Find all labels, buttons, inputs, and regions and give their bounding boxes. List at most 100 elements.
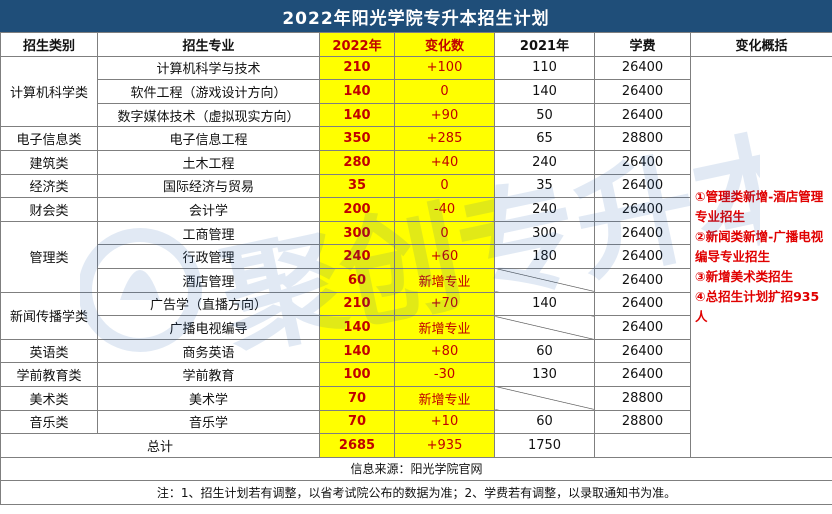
fee-cell: 26400 bbox=[594, 149, 691, 175]
plan-2022-cell: 210 bbox=[319, 291, 395, 317]
change-cell: -30 bbox=[394, 362, 495, 387]
header-change: 变化数 bbox=[394, 32, 495, 57]
summary-item: ①管理类新增-酒店管理专业招生 bbox=[695, 188, 824, 224]
table-row: 行政管理 240 +60 180 26400 bbox=[1, 244, 832, 269]
major-cell: 音乐学 bbox=[97, 409, 320, 435]
plan-2022-cell: 350 bbox=[319, 126, 395, 151]
plan-2021-empty-cell bbox=[494, 267, 595, 293]
fee-cell: 28800 bbox=[594, 385, 691, 411]
plan-2022-cell: 35 bbox=[319, 173, 395, 199]
major-cell: 广告学（直播方向） bbox=[97, 291, 320, 317]
table-row: 软件工程（游戏设计方向） 140 0 140 26400 bbox=[1, 79, 832, 104]
category-cell: 电子信息类 bbox=[0, 126, 98, 151]
total-row: 总计 2685 +935 1750 bbox=[0, 433, 832, 458]
category-cell: 建筑类 bbox=[0, 149, 98, 175]
total-2021: 1750 bbox=[494, 433, 595, 458]
change-cell: 新增专业 bbox=[394, 315, 495, 340]
change-cell: -40 bbox=[394, 197, 495, 222]
plan-2021-empty-cell bbox=[494, 315, 595, 340]
plan-2021-cell: 35 bbox=[494, 173, 595, 199]
summary-item: ④总招生计划扩招935人 bbox=[695, 288, 820, 324]
plan-2022-cell: 210 bbox=[319, 55, 395, 81]
total-2022: 2685 bbox=[319, 433, 395, 458]
note-row: 注：1、招生计划若有调整，以省考试院公布的数据为准；2、学费若有调整，以录取通知… bbox=[0, 480, 832, 505]
fee-cell: 26400 bbox=[594, 267, 691, 293]
plan-2022-cell: 240 bbox=[319, 244, 395, 269]
table-row: 美术类 美术学 70 新增专业 28800 bbox=[0, 385, 832, 411]
table-row: 计算机科学类 计算机科学与技术 210 +100 110 26400 ①管理类新增-酒店管理… bbox=[0, 55, 832, 458]
category-cell: 经济类 bbox=[0, 173, 98, 199]
change-cell: +60 bbox=[394, 244, 495, 269]
category-cell: 美术类 bbox=[0, 385, 98, 411]
plan-2022-cell: 100 bbox=[319, 362, 395, 387]
category-cell: 财会类 bbox=[0, 197, 98, 222]
change-cell: +70 bbox=[394, 291, 495, 317]
table-row: 经济类 国际经济与贸易 35 0 35 26400 bbox=[0, 173, 832, 199]
major-cell: 商务英语 bbox=[97, 338, 320, 364]
plan-2022-cell: 70 bbox=[319, 385, 395, 411]
change-cell: 0 bbox=[394, 220, 495, 246]
change-cell: 0 bbox=[394, 173, 495, 199]
total-label: 总计 bbox=[0, 433, 320, 458]
plan-2021-cell: 65 bbox=[494, 126, 595, 151]
plan-2021-cell: 130 bbox=[494, 362, 595, 387]
change-cell: 新增专业 bbox=[394, 385, 495, 411]
major-cell: 工商管理 bbox=[97, 220, 320, 246]
category-cell: 音乐类 bbox=[0, 409, 98, 435]
summary-item: ②新闻类新增-广播电视编导专业招生 bbox=[695, 228, 824, 264]
major-cell: 酒店管理 bbox=[97, 267, 320, 293]
category-cell: 管理类 bbox=[0, 220, 98, 293]
fee-cell: 26400 bbox=[594, 173, 691, 199]
change-cell: +40 bbox=[394, 149, 495, 175]
plan-2021-cell: 60 bbox=[494, 338, 595, 364]
table-body: 计算机科学类 计算机科学与技术 210 +100 110 26400 ①管理类新增-酒店管理… bbox=[0, 55, 832, 505]
table-row: 数字媒体技术（虚拟现实方向） 140 +90 50 26400 bbox=[1, 102, 832, 128]
plan-2021-empty-cell bbox=[494, 385, 595, 411]
change-cell: +100 bbox=[394, 55, 495, 81]
header-2021: 2021年 bbox=[494, 32, 595, 57]
change-cell: +285 bbox=[394, 126, 495, 151]
change-cell: +10 bbox=[394, 409, 495, 435]
major-cell: 会计学 bbox=[97, 197, 320, 222]
plan-2021-cell: 110 bbox=[494, 55, 595, 81]
table-row: 财会类 会计学 200 -40 240 26400 bbox=[0, 197, 832, 222]
total-change: +935 bbox=[394, 433, 495, 458]
change-cell: +90 bbox=[394, 102, 495, 128]
fee-cell: 26400 bbox=[594, 102, 691, 128]
change-cell: 新增专业 bbox=[394, 267, 495, 293]
fee-cell: 26400 bbox=[594, 55, 691, 81]
change-summary: ①管理类新增-酒店管理专业招生 ②新闻类新增-广播电视编导专业招生 ③新增美术类招生… bbox=[690, 55, 832, 458]
fee-cell: 26400 bbox=[594, 220, 691, 246]
fee-cell: 26400 bbox=[594, 244, 691, 269]
note-text: 注：1、招生计划若有调整，以省考试院公布的数据为准；2、学费若有调整，以录取通知… bbox=[0, 480, 832, 505]
fee-cell: 28800 bbox=[594, 126, 691, 151]
major-cell: 学前教育 bbox=[97, 362, 320, 387]
fee-cell: 26400 bbox=[594, 291, 691, 317]
summary-item: ③新增美术类招生 bbox=[695, 268, 794, 284]
fee-cell: 26400 bbox=[594, 315, 691, 340]
category-cell: 新闻传播学类 bbox=[0, 291, 98, 340]
table-row: 新闻传播学类 广告学（直播方向） 210 +70 140 26400 bbox=[0, 291, 832, 340]
total-fee-empty bbox=[594, 433, 691, 458]
table-row: 音乐类 音乐学 70 +10 60 28800 bbox=[0, 409, 832, 435]
table-row: 电子信息类 电子信息工程 350 +285 65 28800 bbox=[0, 126, 832, 151]
header-row: 招生类别 招生专业 2022年 变化数 2021年 学费 变化概括 bbox=[0, 32, 832, 57]
major-cell: 国际经济与贸易 bbox=[97, 173, 320, 199]
plan-2021-cell: 300 bbox=[494, 220, 595, 246]
major-cell: 数字媒体技术（虚拟现实方向） bbox=[97, 102, 320, 128]
major-cell: 土木工程 bbox=[97, 149, 320, 175]
major-cell: 电子信息工程 bbox=[97, 126, 320, 151]
header-fee: 学费 bbox=[594, 32, 691, 57]
source-text: 信息来源：阳光学院官网 bbox=[0, 456, 832, 482]
header-summary: 变化概括 bbox=[690, 32, 832, 57]
header-category: 招生类别 bbox=[0, 32, 98, 57]
major-cell: 计算机科学与技术 bbox=[97, 55, 320, 81]
change-cell: 0 bbox=[394, 79, 495, 104]
category-cell: 英语类 bbox=[0, 338, 98, 364]
plan-2022-cell: 200 bbox=[319, 197, 395, 222]
plan-2021-cell: 50 bbox=[494, 102, 595, 128]
plan-2021-cell: 240 bbox=[494, 197, 595, 222]
plan-2022-cell: 140 bbox=[319, 338, 395, 364]
admission-plan-table: 招生类别 招生专业 2022年 变化数 2021年 学费 变化概括 计算机科学类… bbox=[0, 32, 832, 505]
